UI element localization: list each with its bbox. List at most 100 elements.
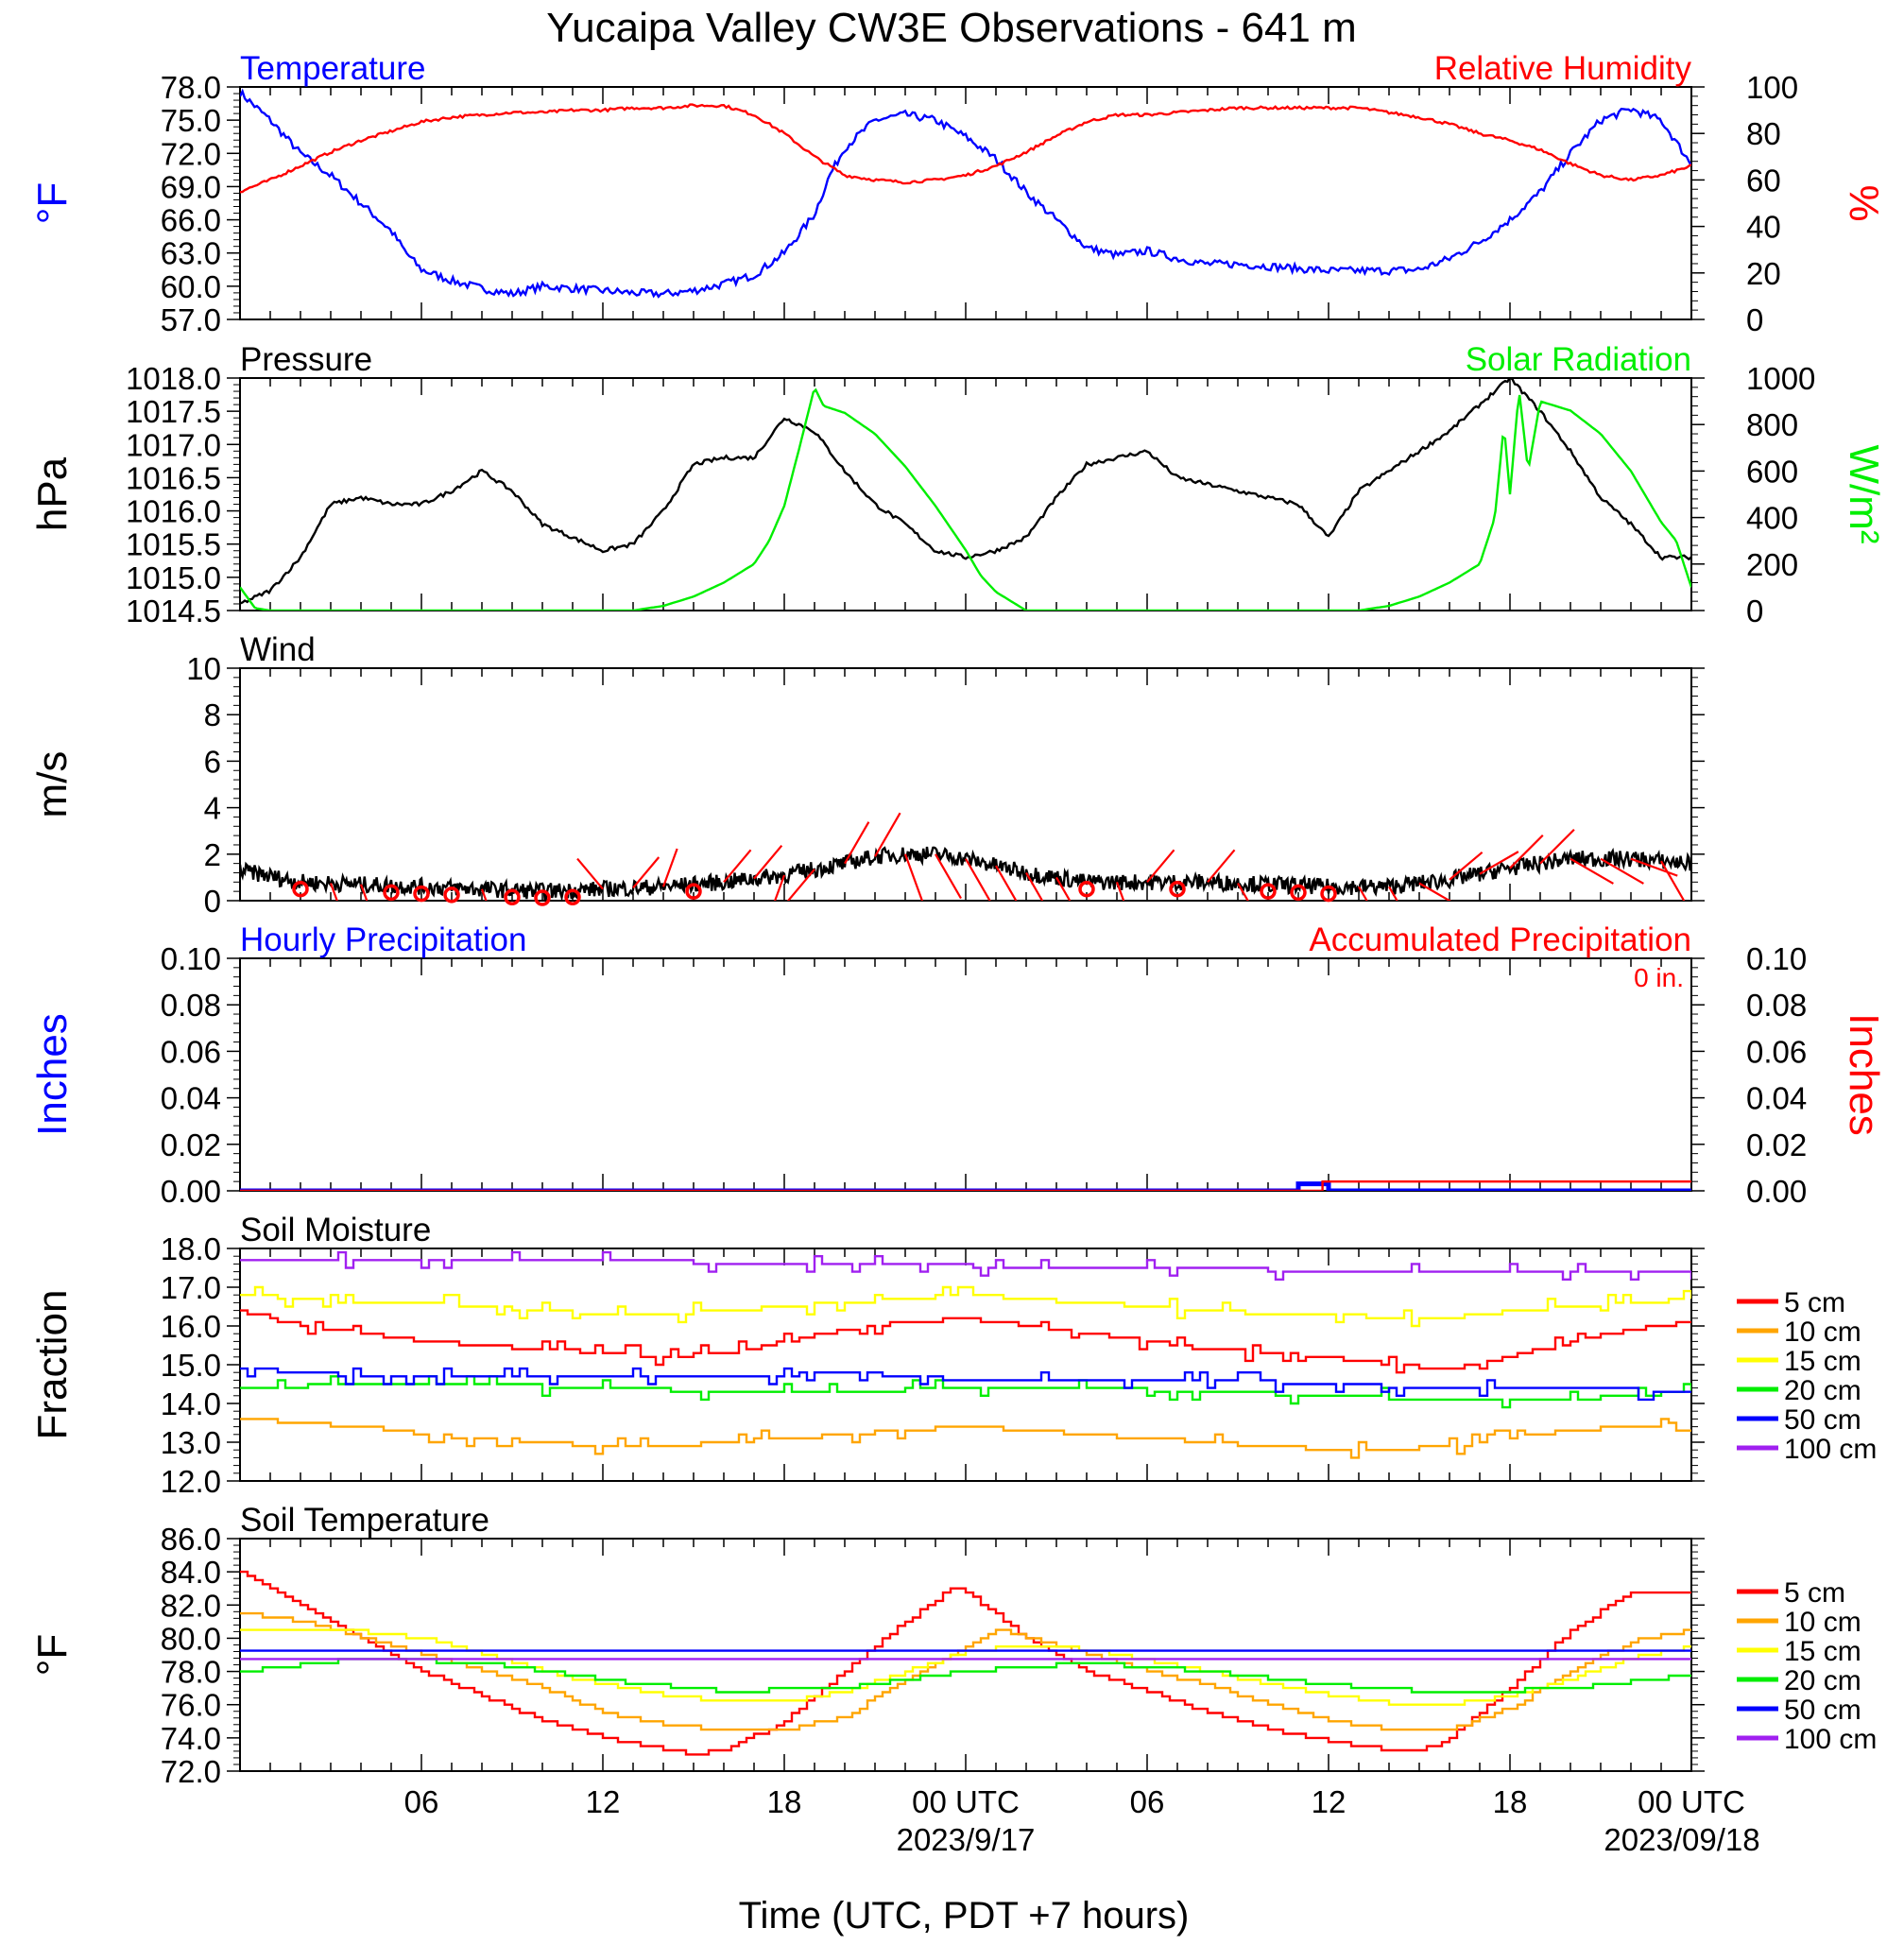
x-axis-label: Time (UTC, PDT +7 hours)	[739, 1895, 1190, 1936]
y-tick-label-left: 69.0	[161, 169, 221, 204]
series-15-cm	[240, 1628, 1691, 1706]
y-axis-label-left: Inches	[29, 1013, 76, 1136]
y-tick-label-left: 4	[204, 791, 221, 826]
calm-wind-marker	[1169, 880, 1186, 898]
legend-label: 20 cm	[1784, 1375, 1861, 1406]
x-tick-label: 00 UTC	[912, 1784, 1020, 1819]
y-tick-label-left: 1016.5	[126, 460, 221, 495]
y-tick-label-left: 78.0	[161, 70, 221, 105]
wind-direction-barb	[1479, 851, 1519, 875]
series-10-cm	[240, 1611, 1691, 1731]
panel-title-right: Solar Radiation	[1466, 341, 1691, 378]
wind-direction-barb	[661, 848, 678, 887]
wind-direction-barb	[1449, 851, 1484, 881]
legend-label: 5 cm	[1784, 1577, 1845, 1609]
y-tick-label-left: 13.0	[161, 1425, 221, 1460]
legend-label: 15 cm	[1784, 1636, 1861, 1667]
panel-title-left: Soil Moisture	[240, 1212, 431, 1248]
series-5-cm	[240, 1309, 1691, 1374]
series-20-cm	[240, 1658, 1691, 1694]
y-tick-label-left: 2	[204, 837, 221, 872]
y-tick-label-right: 0.10	[1746, 941, 1807, 976]
wind-direction-barb	[1146, 849, 1175, 884]
y-tick-label-right: 600	[1746, 454, 1798, 489]
wind-direction-barb	[480, 888, 488, 901]
wind-direction-barb	[359, 884, 369, 901]
x-tick-label: 12	[1312, 1784, 1347, 1819]
legend-label: 100 cm	[1784, 1434, 1877, 1465]
y-tick-label-left: 1018.0	[126, 361, 221, 396]
wind-direction-barb	[965, 858, 991, 901]
calm-wind-marker	[1078, 880, 1095, 898]
legend-label: 10 cm	[1784, 1317, 1861, 1348]
y-tick-label-left: 6	[204, 744, 221, 779]
wind-direction-barb	[1660, 860, 1686, 901]
series-hourly-precipitation	[240, 1181, 1691, 1191]
y-tick-label-left: 1014.5	[126, 594, 221, 628]
y-tick-label-left: 0.02	[161, 1127, 221, 1162]
y-tick-label-right: 0.08	[1746, 988, 1807, 1023]
x-tick-label: 06	[1130, 1784, 1165, 1819]
wind-direction-barb	[1207, 849, 1236, 884]
wind-direction-barb	[1237, 882, 1249, 901]
x-tick-label: 12	[586, 1784, 621, 1819]
series-10-cm	[240, 1418, 1691, 1459]
wind-direction-barb	[1115, 881, 1125, 901]
wind-direction-barb	[1509, 834, 1544, 869]
wind-direction-barb	[1358, 886, 1368, 901]
wind-direction-barb	[1600, 857, 1644, 885]
y-tick-label-left: 0	[204, 884, 221, 919]
legend-label: 50 cm	[1784, 1404, 1861, 1436]
y-tick-label-left: 84.0	[161, 1555, 221, 1590]
wind-direction-barb	[844, 821, 870, 865]
y-tick-label-left: 74.0	[161, 1721, 221, 1756]
panel-frame	[239, 86, 1692, 320]
wind-direction-barb	[1025, 871, 1044, 901]
y-tick-label-right: 400	[1746, 501, 1798, 536]
calm-wind-marker	[383, 884, 400, 902]
y-tick-label-left: 76.0	[161, 1688, 221, 1723]
y-tick-label-left: 0.08	[161, 988, 221, 1023]
y-tick-label-left: 12.0	[161, 1464, 221, 1499]
series-50-cm	[240, 1367, 1691, 1402]
y-axis-label-left: hPa	[29, 456, 76, 531]
panel-soil-moisture: 18.0 17.0 16.0 15.014.0 13.0 12.0 Soil Moistur…	[29, 1212, 1877, 1499]
series-solar-radiation	[240, 387, 1691, 611]
y-tick-label-right: 0.02	[1746, 1127, 1807, 1162]
y-axis-label-right: Inches	[1841, 1013, 1887, 1136]
legend-label: 20 cm	[1784, 1665, 1861, 1696]
panel-title-right: Relative Humidity	[1434, 50, 1692, 87]
figure-title: Yucaipa Valley CW3E Observations - 641 m	[546, 5, 1357, 51]
y-tick-label-left: 16.0	[161, 1309, 221, 1344]
y-tick-label-left: 0.10	[161, 941, 221, 976]
y-tick-label-left: 72.0	[161, 136, 221, 171]
wind-direction-barb	[874, 812, 901, 857]
panel-pressure-solar: 1018.01017.51017.01016.51016.01015.51015…	[29, 341, 1887, 628]
y-axis-label-left: °F	[29, 182, 76, 224]
y-tick-label-left: 1015.5	[126, 527, 221, 562]
x-tick-label: 18	[767, 1784, 802, 1819]
panel-temp-rh: 78.075.072.069.066.063.060.057.0 100 80 60 4…	[29, 50, 1887, 337]
panel-title-right: Accumulated Precipitation	[1309, 921, 1691, 958]
wind-direction-barb	[1055, 876, 1072, 901]
y-tick-label-left: 60.0	[161, 269, 221, 304]
y-axis-label-left: Fraction	[29, 1290, 76, 1440]
y-tick-label-right: 0.04	[1746, 1081, 1807, 1116]
wind-direction-barb	[753, 844, 783, 880]
calm-wind-marker	[685, 883, 702, 900]
y-tick-label-right: 20	[1746, 256, 1781, 291]
wind-direction-barb	[1630, 857, 1678, 877]
wind-direction-barb	[935, 853, 962, 900]
panel-title-left: Temperature	[240, 50, 425, 87]
series-15-cm	[240, 1285, 1691, 1328]
wind-direction-barb	[1418, 882, 1452, 901]
calm-wind-marker	[443, 886, 460, 904]
y-tick-label-right: 40	[1746, 210, 1781, 245]
wind-direction-barb	[329, 883, 338, 901]
panel-frame	[239, 957, 1692, 1192]
y-tick-label-right: 80	[1746, 116, 1781, 151]
wind-direction-barb	[1539, 828, 1575, 865]
y-tick-label-right: 1000	[1746, 361, 1815, 396]
y-tick-label-left: 10	[186, 651, 221, 686]
